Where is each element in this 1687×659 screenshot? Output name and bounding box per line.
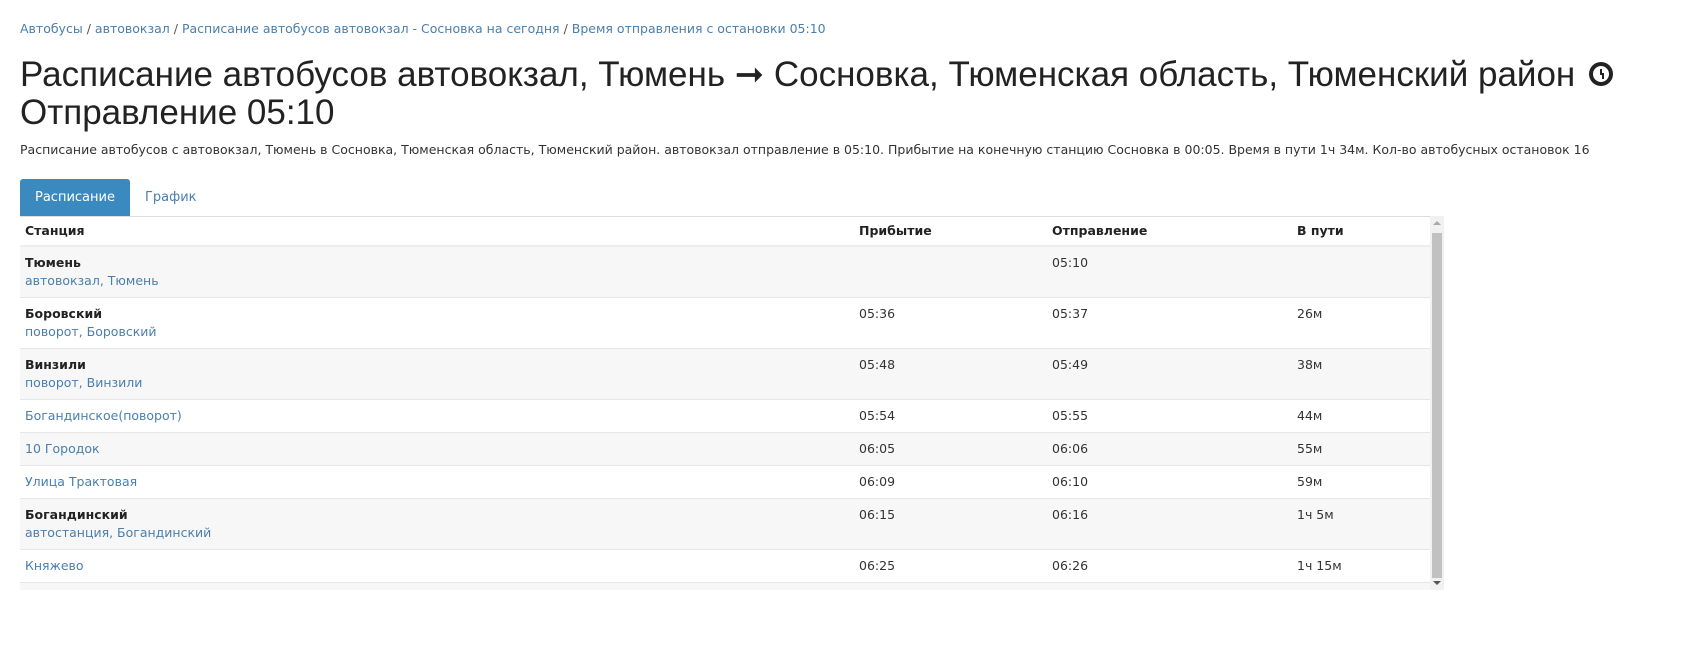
station-cell: Улица Трактовая bbox=[20, 465, 854, 499]
duration-cell: 44м bbox=[1292, 399, 1430, 433]
station-stop-link[interactable]: поворот, Боровский bbox=[25, 324, 157, 339]
breadcrumb-link[interactable]: Время отправления с остановки 05:10 bbox=[571, 21, 826, 36]
arrival-cell: 05:36 bbox=[854, 297, 1047, 349]
breadcrumb-link[interactable]: Автобусы bbox=[20, 21, 83, 36]
departure-cell: 06:06 bbox=[1047, 432, 1292, 466]
duration-cell: 1ч 5м bbox=[1292, 498, 1430, 550]
table-row: Боровский поворот, Боровский 05:36 05:37 … bbox=[20, 297, 1430, 349]
duration-cell: 26м bbox=[1292, 297, 1430, 349]
station-city: Богандинский bbox=[25, 507, 128, 522]
scrollbar-thumb[interactable] bbox=[1432, 233, 1442, 578]
table-row: Богандинский автостанция, Богандинский 06… bbox=[20, 498, 1430, 550]
station-cell: Княжево bbox=[20, 549, 854, 583]
arrival-cell: 06:44 bbox=[854, 582, 1047, 590]
table-row: Богандинское(поворот) 05:54 05:55 44м bbox=[20, 399, 1430, 433]
duration-cell bbox=[1292, 245, 1430, 298]
breadcrumb-link[interactable]: Расписание автобусов автовокзал - Соснов… bbox=[181, 21, 560, 36]
station-cell: Тюмень автовокзал, Тюмень bbox=[20, 245, 854, 298]
station-stop-link[interactable]: Княжево bbox=[25, 558, 84, 573]
title-departure: Отправление 05:10 bbox=[20, 93, 335, 132]
departure-cell bbox=[1047, 582, 1292, 590]
departure-cell: 05:37 bbox=[1047, 297, 1292, 349]
scroll-down-arrow-icon[interactable] bbox=[1433, 581, 1441, 585]
breadcrumb: Автобусы / автовокзал / Расписание автобусов… bbox=[20, 21, 826, 36]
page-title: Расписание автобусов автовокзал, Тюмень … bbox=[20, 56, 1680, 132]
table-row: Винзили поворот, Винзили 05:48 05:49 38м bbox=[20, 348, 1430, 400]
departure-cell: 06:16 bbox=[1047, 498, 1292, 550]
station-stop-link[interactable]: Богандинское(поворот) bbox=[25, 408, 182, 423]
departure-cell: 05:10 bbox=[1047, 245, 1292, 298]
duration-cell: 1ч 34м bbox=[1292, 582, 1430, 590]
station-cell: Богандинский автостанция, Богандинский bbox=[20, 498, 854, 550]
tab-schedule[interactable]: Расписание bbox=[20, 179, 130, 216]
column-station: Станция bbox=[20, 216, 854, 247]
station-stop-link[interactable]: Улица Трактовая bbox=[25, 474, 138, 489]
tab-graph[interactable]: График bbox=[144, 190, 197, 205]
station-stop-link[interactable]: 10 Городок bbox=[25, 441, 100, 456]
breadcrumb-separator: / bbox=[173, 21, 178, 36]
station-city: Боровский bbox=[25, 306, 102, 321]
scrollbar[interactable] bbox=[1430, 216, 1444, 590]
clock-icon bbox=[1589, 61, 1613, 86]
route-description: Расписание автобусов с автовокзал, Тюмен… bbox=[20, 142, 1590, 157]
breadcrumb-separator: / bbox=[563, 21, 568, 36]
table-header: Станция Прибытие Отправление В пути bbox=[20, 216, 1430, 247]
departure-cell: 05:49 bbox=[1047, 348, 1292, 400]
arrival-cell: 06:09 bbox=[854, 465, 1047, 499]
breadcrumb-link[interactable]: автовокзал bbox=[94, 21, 170, 36]
table-row: Улица Трактовая 06:09 06:10 59м bbox=[20, 465, 1430, 499]
departure-cell: 06:26 bbox=[1047, 549, 1292, 583]
arrival-cell: 06:05 bbox=[854, 432, 1047, 466]
station-stop-link[interactable]: поворот, Винзили bbox=[25, 375, 143, 390]
arrival-cell bbox=[854, 245, 1047, 298]
duration-cell: 55м bbox=[1292, 432, 1430, 466]
tabs: Расписание График bbox=[20, 179, 1444, 217]
breadcrumb-separator: / bbox=[86, 21, 91, 36]
schedule-table: Станция Прибытие Отправление В пути Тюме… bbox=[20, 216, 1430, 590]
duration-cell: 59м bbox=[1292, 465, 1430, 499]
station-cell: Боровский поворот, Боровский bbox=[20, 297, 854, 349]
table-row: Сосновка, Тюменская область, Тюменский р… bbox=[20, 582, 1430, 590]
station-city: Винзили bbox=[25, 357, 86, 372]
table-row: 10 Городок 06:05 06:06 55м bbox=[20, 432, 1430, 466]
title-route: Расписание автобусов автовокзал, Тюмень … bbox=[20, 55, 1576, 94]
duration-cell: 38м bbox=[1292, 348, 1430, 400]
scroll-up-arrow-icon[interactable] bbox=[1433, 221, 1441, 225]
station-stop-link[interactable]: автостанция, Богандинский bbox=[25, 525, 212, 540]
table-row: Тюмень автовокзал, Тюмень 05:10 bbox=[20, 245, 1430, 298]
table-row: Княжево 06:25 06:26 1ч 15м bbox=[20, 549, 1430, 583]
arrival-cell: 05:54 bbox=[854, 399, 1047, 433]
schedule-table-container: Станция Прибытие Отправление В пути Тюме… bbox=[20, 216, 1444, 590]
column-duration: В пути bbox=[1292, 216, 1430, 247]
arrival-cell: 06:25 bbox=[854, 549, 1047, 583]
station-cell: Сосновка, Тюменская область, Тюменский р… bbox=[20, 582, 854, 590]
station-cell: Винзили поворот, Винзили bbox=[20, 348, 854, 400]
arrival-cell: 06:15 bbox=[854, 498, 1047, 550]
station-cell: Богандинское(поворот) bbox=[20, 399, 854, 433]
station-city: Тюмень bbox=[25, 255, 81, 270]
arrival-cell: 05:48 bbox=[854, 348, 1047, 400]
station-stop-link[interactable]: автовокзал, Тюмень bbox=[25, 273, 159, 288]
column-departure: Отправление bbox=[1047, 216, 1292, 247]
column-arrival: Прибытие bbox=[854, 216, 1047, 247]
duration-cell: 1ч 15м bbox=[1292, 549, 1430, 583]
departure-cell: 05:55 bbox=[1047, 399, 1292, 433]
departure-cell: 06:10 bbox=[1047, 465, 1292, 499]
station-cell: 10 Городок bbox=[20, 432, 854, 466]
